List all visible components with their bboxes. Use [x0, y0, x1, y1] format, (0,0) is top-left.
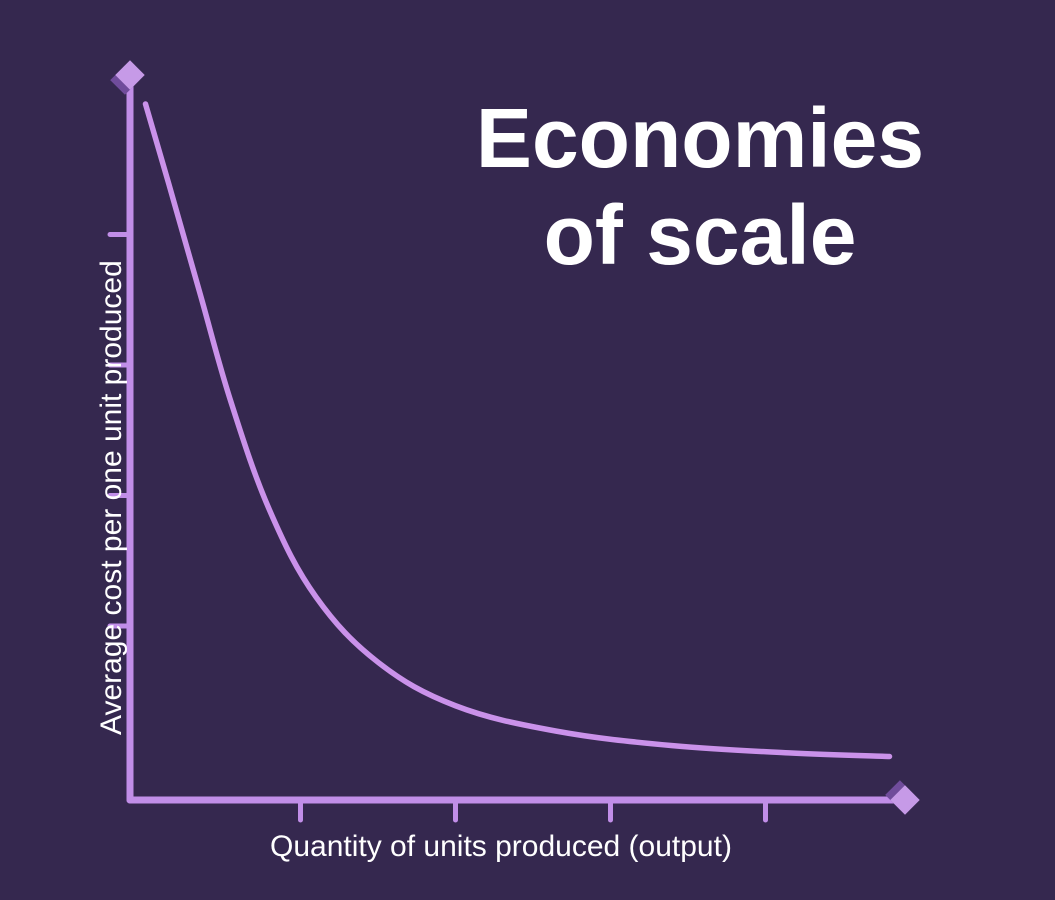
- y-axis-label: Average cost per one unit produced: [95, 260, 129, 735]
- x-axis-label: Quantity of units produced (output): [270, 830, 732, 864]
- stage: Economies of scale Quantity of units pro…: [0, 0, 1055, 900]
- chart-title: Economies of scale: [400, 90, 1000, 283]
